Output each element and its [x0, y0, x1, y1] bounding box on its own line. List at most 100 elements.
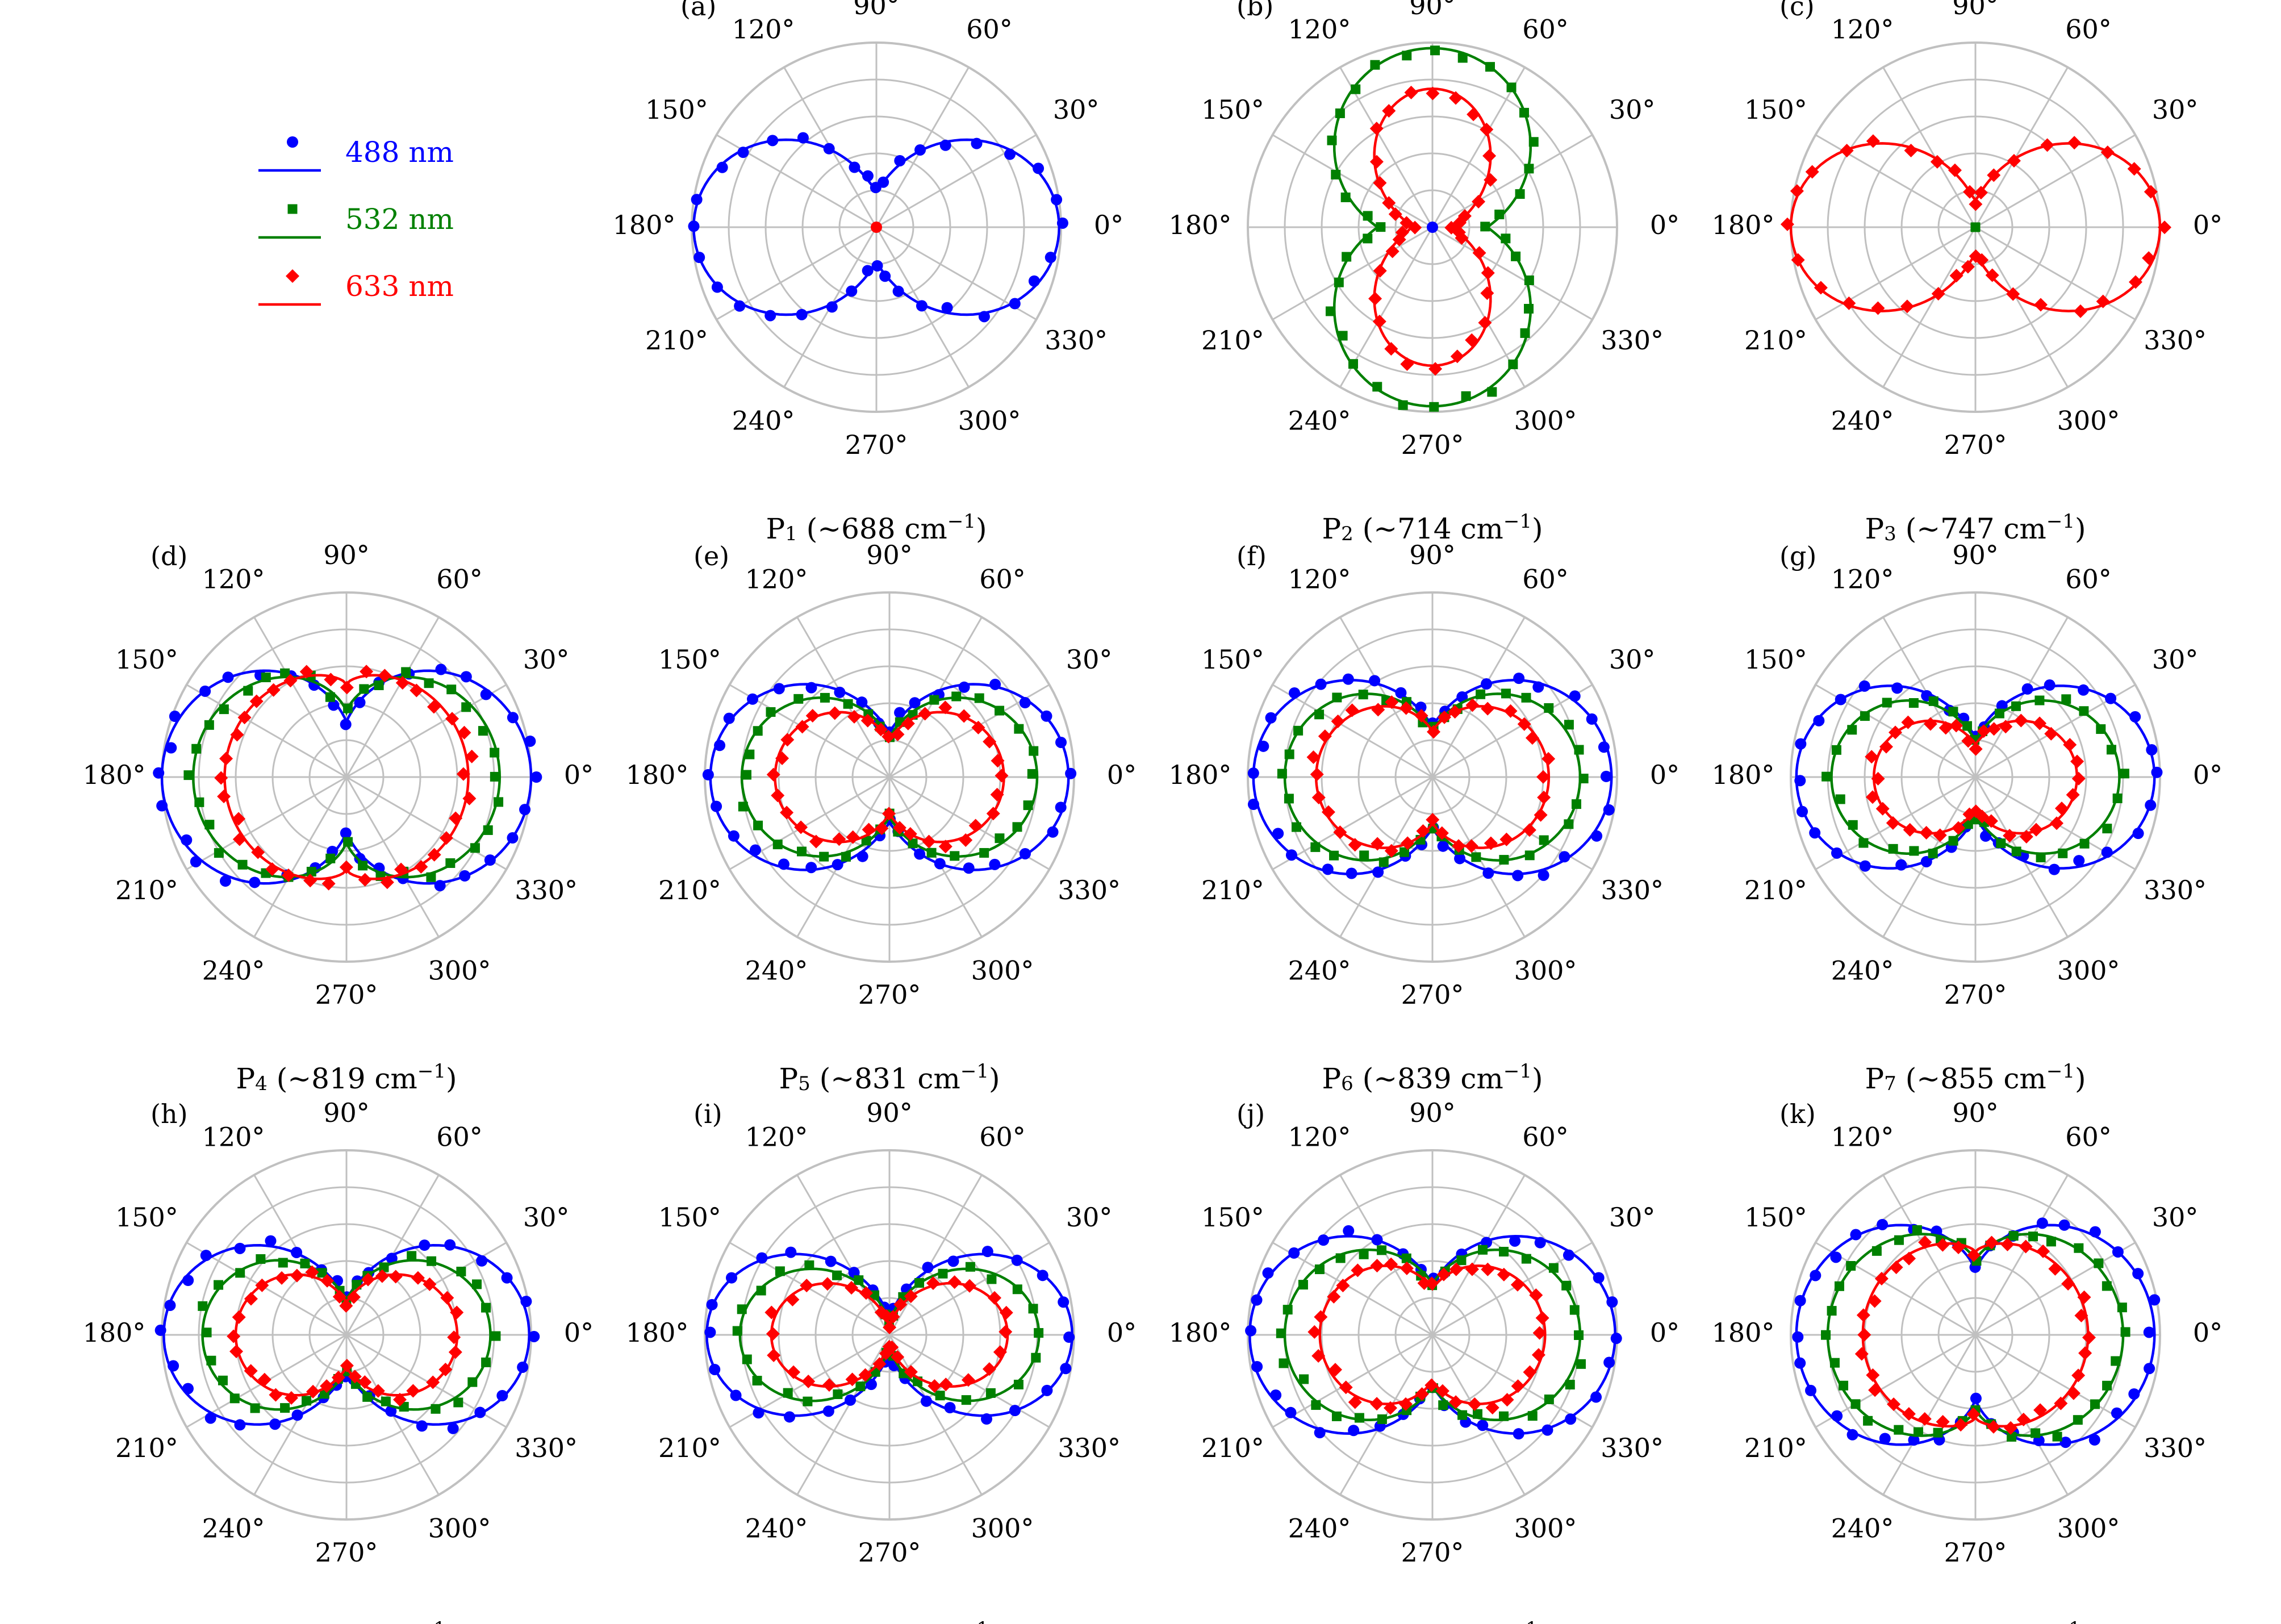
- angle-tick-label: 120°: [202, 1121, 265, 1152]
- data-point: [983, 734, 997, 749]
- data-point: [1392, 232, 1406, 247]
- data-point: [1047, 826, 1059, 838]
- data-point: [423, 1277, 437, 1291]
- angle-tick-label: 30°: [2152, 644, 2199, 675]
- data-point: [1331, 1411, 1342, 1421]
- data-point: [958, 681, 970, 693]
- data-point: [893, 1297, 908, 1312]
- data-point: [332, 1289, 346, 1304]
- data-point: [968, 819, 983, 833]
- data-point: [904, 1289, 918, 1304]
- angle-tick-label: 300°: [971, 1513, 1034, 1544]
- data-point: [306, 1384, 320, 1398]
- data-point: [1541, 752, 1556, 766]
- data-point: [343, 837, 353, 847]
- data-point: [961, 1373, 975, 1387]
- data-point: [1512, 870, 1524, 882]
- data-point: [1805, 165, 1819, 179]
- data-point: [843, 699, 853, 709]
- data-point: [299, 665, 314, 679]
- angle-tick-label: 330°: [1601, 875, 1664, 905]
- data-point: [1013, 1379, 1023, 1389]
- angle-tick-label: 210°: [1201, 1433, 1264, 1463]
- data-point: [1979, 830, 1991, 842]
- data-point: [280, 668, 290, 678]
- angle-tick-label: 0°: [2193, 1317, 2222, 1348]
- data-point: [1887, 1397, 1901, 1412]
- data-point: [737, 1304, 747, 1314]
- data-point: [1327, 135, 1337, 145]
- data-point: [1351, 1263, 1365, 1278]
- angle-tick-label: 330°: [1058, 1433, 1121, 1463]
- data-point: [993, 1345, 1007, 1359]
- data-point: [795, 720, 809, 734]
- data-point: [361, 1272, 375, 1287]
- angle-tick-label: 120°: [1831, 1121, 1894, 1152]
- panel-caption: P4 (~819 cm−1): [236, 1060, 457, 1095]
- data-point: [1501, 233, 1511, 244]
- data-point: [445, 712, 459, 726]
- data-point: [1503, 704, 1518, 718]
- data-point: [2106, 745, 2116, 755]
- polar-panel: 0° 30° 60° 90° 120° 150° 180° 210° 240° 270° 300° 3…: [626, 1097, 1137, 1624]
- angle-tick-label: 300°: [958, 406, 1021, 436]
- angle-tick-label: 90°: [323, 540, 370, 570]
- data-point: [2061, 694, 2071, 704]
- data-point: [305, 1265, 319, 1279]
- data-point: [460, 671, 472, 683]
- data-point: [251, 845, 265, 859]
- panel-caption: P10 (~886 cm−1): [1316, 1618, 1549, 1624]
- data-point: [1569, 1305, 1580, 1315]
- data-point: [965, 1262, 975, 1272]
- data-point: [1346, 867, 1357, 879]
- data-point: [478, 726, 488, 736]
- data-point: [1382, 196, 1396, 210]
- data-point: [1258, 740, 1269, 752]
- data-point: [438, 1363, 453, 1377]
- data-point: [855, 1381, 866, 1392]
- angle-tick-label: 300°: [2057, 406, 2120, 436]
- data-point: [1795, 738, 1807, 750]
- data-point: [2079, 706, 2089, 716]
- data-point: [1426, 86, 1440, 101]
- data-point: [1969, 742, 1983, 756]
- data-point: [2063, 738, 2077, 752]
- angle-tick-label: 210°: [115, 1433, 178, 1463]
- data-point: [1476, 689, 1486, 699]
- data-point: [939, 139, 951, 151]
- data-point: [764, 1305, 779, 1320]
- data-point: [1334, 277, 1344, 287]
- data-point: [785, 1246, 797, 1258]
- data-point: [1398, 400, 1408, 410]
- data-point: [1846, 1429, 1858, 1441]
- data-point: [1565, 1413, 1577, 1425]
- data-point: [1377, 1414, 1387, 1424]
- data-point: [786, 1292, 800, 1306]
- data-point: [1606, 1296, 1618, 1308]
- data-point: [1377, 1245, 1387, 1255]
- data-point: [481, 1302, 491, 1313]
- data-point: [938, 840, 952, 854]
- data-point: [904, 1365, 918, 1379]
- data-point: [2050, 816, 2064, 830]
- data-point: [235, 1268, 245, 1278]
- data-point: [1011, 1254, 1023, 1266]
- data-point: [1009, 298, 1021, 310]
- angle-tick-label: 240°: [202, 955, 265, 986]
- data-point: [2046, 1237, 2056, 1247]
- data-point: [1027, 769, 1037, 779]
- data-point: [709, 1363, 721, 1375]
- data-point: [2048, 863, 2060, 875]
- data-point: [340, 827, 352, 839]
- data-point: [244, 1292, 258, 1306]
- data-point: [908, 838, 918, 849]
- data-point: [1272, 828, 1284, 840]
- data-point: [771, 788, 785, 803]
- data-point: [1835, 694, 1846, 705]
- data-point: [922, 834, 936, 849]
- data-point: [227, 1329, 241, 1343]
- data-point: [2007, 154, 2021, 168]
- polar-panel: 0° 30° 60° 90° 120° 150° 180° 210° 240° 270° 300° 3…: [1712, 1097, 2223, 1624]
- data-point: [780, 733, 795, 747]
- data-point: [714, 740, 726, 752]
